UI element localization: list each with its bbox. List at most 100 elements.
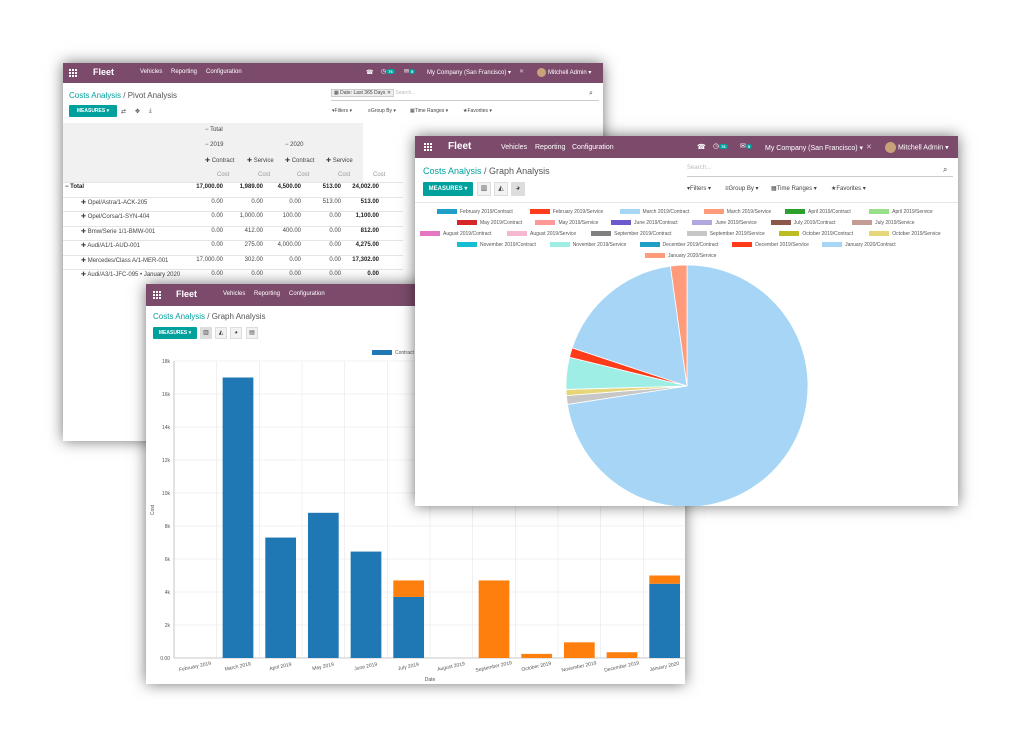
pivot-row-header[interactable]: ✚ Mercedes/Class A/1-MER-001 xyxy=(81,257,169,264)
pie-slice[interactable] xyxy=(571,265,688,387)
bar[interactable] xyxy=(265,537,297,658)
pie-chart-icon[interactable]: ◕ xyxy=(511,182,525,196)
app-brand[interactable]: Fleet xyxy=(448,141,472,152)
pie-slice[interactable] xyxy=(566,264,809,506)
user-menu[interactable]: Mitchell Admin ▾ xyxy=(537,68,591,77)
filters-dropdown[interactable]: ▾Filters ▾ xyxy=(687,186,712,192)
bar-chart-icon[interactable]: ▥ xyxy=(477,182,491,196)
legend-entry[interactable]: November 2019/Contract xyxy=(457,242,536,248)
legend-entry[interactable]: May 2019/Contract xyxy=(457,220,522,226)
menu-configuration[interactable]: Configuration xyxy=(572,144,614,151)
bar[interactable] xyxy=(307,512,339,658)
menu-vehicles[interactable]: Vehicles xyxy=(140,69,163,75)
legend-entry[interactable]: January 2020/Contract xyxy=(822,242,896,248)
measures-button[interactable]: MEASURES ▾ xyxy=(69,105,117,117)
search-input[interactable]: Search... xyxy=(395,90,416,96)
legend-entry[interactable]: January 2020/Service xyxy=(645,253,716,259)
pivot-col-contract[interactable]: ✚ Contract xyxy=(205,158,235,164)
search-facet[interactable]: ▦ Date: Last 365 Days ✕ xyxy=(331,89,395,97)
bar[interactable] xyxy=(222,377,254,659)
close-icon[interactable]: ✕ xyxy=(519,69,525,75)
bar[interactable] xyxy=(393,596,425,658)
menu-configuration[interactable]: Configuration xyxy=(289,291,325,297)
search-icon[interactable]: ⌕ xyxy=(589,90,593,97)
apps-menu-icon[interactable] xyxy=(69,69,77,77)
legend-entry[interactable]: February 2019/Service xyxy=(529,209,603,215)
legend-entry[interactable]: March 2019/Service xyxy=(703,209,771,215)
menu-reporting[interactable]: Reporting xyxy=(254,291,281,297)
phone-icon[interactable]: ☎ xyxy=(366,70,374,76)
legend-entry[interactable]: September 2019/Service xyxy=(686,231,765,237)
pivot-row-header[interactable]: ✚ Audi/A3/1-JFC-095 • January 2020 xyxy=(81,272,181,278)
line-chart-icon[interactable]: ◭ xyxy=(215,327,227,339)
bar[interactable] xyxy=(350,551,382,658)
app-brand[interactable]: Fleet xyxy=(176,289,198,299)
company-switcher[interactable]: My Company (San Francisco) ▾ xyxy=(765,145,864,152)
pivot-col-service[interactable]: ✚ Service xyxy=(247,158,274,164)
favorites-dropdown[interactable]: ★Favorites ▾ xyxy=(831,186,866,192)
activity-icon[interactable]: ◷ 76 xyxy=(713,143,728,150)
pivot-col-contract[interactable]: ✚ Contract xyxy=(285,158,315,164)
bar[interactable] xyxy=(478,580,510,658)
menu-configuration[interactable]: Configuration xyxy=(206,69,242,75)
bar[interactable] xyxy=(649,583,681,658)
menu-reporting[interactable]: Reporting xyxy=(171,69,198,75)
search-icon[interactable]: ⌕ xyxy=(943,165,948,174)
legend-entry[interactable]: December 2019/Contract xyxy=(639,242,718,248)
pie-chart-icon[interactable]: ◕ xyxy=(230,327,242,339)
menu-vehicles[interactable]: Vehicles xyxy=(501,144,528,151)
apps-menu-icon[interactable] xyxy=(424,143,432,151)
legend-entry[interactable]: August 2019/Service xyxy=(507,231,576,237)
company-switcher[interactable]: My Company (San Francisco) ▾ xyxy=(427,70,512,76)
stacked-icon[interactable]: ▤ xyxy=(246,327,258,339)
bar[interactable] xyxy=(606,652,638,658)
filters-dropdown[interactable]: ▾Filters ▾ xyxy=(332,108,353,114)
close-icon[interactable]: ✕ xyxy=(866,144,872,151)
bar-chart-icon[interactable]: ▥ xyxy=(200,327,212,339)
menu-reporting[interactable]: Reporting xyxy=(535,144,566,151)
download-icon[interactable]: ⤓ xyxy=(149,108,152,114)
breadcrumb-root[interactable]: Costs Analysis xyxy=(423,166,482,176)
legend-entry[interactable]: November 2019/Service xyxy=(549,242,626,248)
measures-button[interactable]: MEASURES ▾ xyxy=(153,327,197,339)
timeranges-dropdown[interactable]: ▦Time Ranges ▾ xyxy=(410,108,449,114)
search-input[interactable]: Search... xyxy=(687,165,953,177)
legend-entry[interactable]: October 2019/Contract xyxy=(779,231,853,237)
search-bar[interactable]: ▦ Date: Last 365 Days ✕ Search... xyxy=(331,89,599,101)
pivot-row-header[interactable]: ✚ Audi/A1/1-AUD-001 xyxy=(81,243,141,249)
legend-entry[interactable]: August 2019/Contract xyxy=(420,231,491,237)
legend-entry[interactable]: May 2019/Service xyxy=(535,220,598,226)
pivot-row-header[interactable]: ✚ Opel/Corsa/1-SYN-404 xyxy=(81,214,150,220)
groupby-dropdown[interactable]: ≡Group By ▾ xyxy=(368,108,396,114)
messages-icon[interactable]: ✉ 5 xyxy=(740,143,753,150)
pivot-row-header[interactable]: ✚ Opel/Astra/1-ACK-205 xyxy=(81,199,148,206)
apps-menu-icon[interactable] xyxy=(153,291,161,299)
legend-entry[interactable]: July 2019/Service xyxy=(852,220,915,226)
pivot-col-total[interactable]: − Total xyxy=(205,127,223,133)
legend-entry[interactable]: April 2019/Service xyxy=(869,209,933,215)
legend-entry[interactable]: December 2019/Service xyxy=(732,242,809,248)
legend-entry[interactable]: Contract xyxy=(372,350,414,356)
legend-entry[interactable]: October 2019/Service xyxy=(869,231,941,237)
pivot-row-header[interactable]: ✚ Bmw/Serie 1/1-BMW-001 xyxy=(81,228,156,235)
flip-axis-icon[interactable]: ⇄ xyxy=(121,109,127,115)
pivot-row-header[interactable]: − Total xyxy=(65,184,85,190)
legend-entry[interactable]: June 2019/Contract xyxy=(611,220,678,226)
groupby-dropdown[interactable]: ≡Group By ▾ xyxy=(725,186,759,192)
bar[interactable] xyxy=(393,580,425,597)
expand-all-icon[interactable]: ✥ xyxy=(135,109,141,115)
app-brand[interactable]: Fleet xyxy=(93,67,115,77)
bar[interactable] xyxy=(563,642,595,658)
measures-button[interactable]: MEASURES ▾ xyxy=(423,182,473,196)
messages-icon[interactable]: ✉ 5 xyxy=(404,69,416,75)
line-chart-icon[interactable]: ◭ xyxy=(494,182,508,196)
pivot-col-2019[interactable]: − 2019 xyxy=(205,142,224,148)
legend-entry[interactable]: July 2019/Contract xyxy=(770,220,836,226)
breadcrumb-root[interactable]: Costs Analysis xyxy=(69,91,122,100)
phone-icon[interactable]: ☎ xyxy=(697,144,706,151)
legend-entry[interactable]: June 2019/Service xyxy=(692,220,757,226)
bar[interactable] xyxy=(521,653,553,658)
breadcrumb-root[interactable]: Costs Analysis xyxy=(153,312,206,321)
pie-slice[interactable] xyxy=(669,264,688,387)
pivot-col-2020[interactable]: − 2020 xyxy=(285,142,304,148)
